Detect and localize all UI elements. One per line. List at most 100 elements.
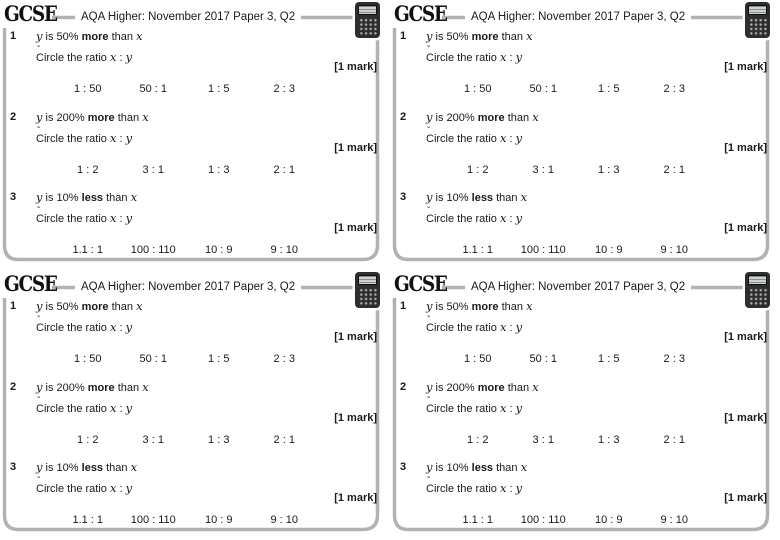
answer-option[interactable]: 3 : 1 bbox=[532, 434, 554, 446]
var-y: y bbox=[125, 211, 133, 225]
answer-option[interactable]: 9 : 10 bbox=[660, 244, 689, 256]
answer-option[interactable]: 100 : 110 bbox=[130, 514, 176, 526]
answer-option[interactable]: 2 : 3 bbox=[663, 353, 685, 365]
answer-option[interactable]: 100 : 110 bbox=[520, 244, 566, 256]
var-x: x bbox=[109, 401, 117, 415]
var-x: x bbox=[520, 190, 528, 204]
answer-option[interactable]: 2 : 3 bbox=[273, 83, 295, 95]
mark-label: [1 mark] bbox=[724, 492, 767, 504]
answer-option[interactable]: 1.1 : 1 bbox=[462, 244, 494, 256]
answer-options: 1.1 : 1 100 : 110 10 : 9 9 : 10 bbox=[445, 514, 707, 527]
answer-option[interactable]: 100 : 110 bbox=[520, 514, 566, 526]
paper-title: AQA Higher: November 2017 Paper 3, Q2 bbox=[469, 11, 688, 23]
answer-option[interactable]: 1 : 2 bbox=[77, 164, 99, 176]
calculator-icon bbox=[355, 272, 380, 308]
answer-option[interactable]: 1 : 50 bbox=[463, 83, 492, 95]
circle-instruction: Circle the ratio x : y bbox=[426, 481, 522, 496]
prompt-emphasis: more bbox=[471, 301, 499, 313]
prompt-text: is 200% bbox=[42, 112, 88, 124]
answer-option[interactable]: 9 : 10 bbox=[270, 244, 299, 256]
var-x: x bbox=[142, 380, 149, 394]
var-y: y bbox=[36, 299, 43, 313]
question-block-2: 2 y is 200% more than x - Circle the rat… bbox=[390, 380, 780, 461]
prompt-text: is 200% bbox=[432, 112, 478, 124]
answer-option[interactable]: 1 : 2 bbox=[467, 434, 489, 446]
question-prompt: y is 200% more than x bbox=[36, 110, 149, 125]
answer-option[interactable]: 9 : 10 bbox=[270, 514, 299, 526]
question-number: 1 bbox=[400, 30, 407, 42]
question-number: 3 bbox=[10, 461, 17, 473]
prompt-text: is 50% bbox=[42, 31, 82, 43]
answer-option[interactable]: 1 : 5 bbox=[208, 83, 230, 95]
prompt-text: is 50% bbox=[432, 301, 472, 313]
answer-option[interactable]: 1 : 2 bbox=[467, 164, 489, 176]
gcse-logo: GCSE bbox=[4, 1, 58, 26]
answer-option[interactable]: 2 : 3 bbox=[273, 353, 295, 365]
prompt-text: than bbox=[504, 112, 533, 124]
answer-option[interactable]: 1 : 3 bbox=[598, 164, 620, 176]
mark-label: [1 mark] bbox=[724, 142, 767, 154]
ratio-separator: : bbox=[506, 213, 516, 225]
answer-option[interactable]: 2 : 1 bbox=[663, 164, 685, 176]
var-y: y bbox=[36, 29, 43, 43]
answer-option[interactable]: 50 : 1 bbox=[139, 353, 168, 365]
prompt-emphasis: more bbox=[87, 382, 115, 394]
question-prompt: y is 50% more than x bbox=[426, 29, 533, 44]
answer-option[interactable]: 50 : 1 bbox=[529, 353, 558, 365]
var-y: y bbox=[125, 401, 133, 415]
dash-mark: - bbox=[427, 311, 431, 322]
question-number: 3 bbox=[10, 191, 17, 203]
circle-instruction: Circle the ratio x : y bbox=[426, 131, 523, 146]
var-x: x bbox=[532, 110, 539, 124]
circle-instruction: Circle the ratio x : y bbox=[36, 320, 132, 335]
mark-label: [1 mark] bbox=[724, 61, 767, 73]
answer-option[interactable]: 10 : 9 bbox=[594, 244, 623, 256]
question-prompt: y is 50% more than x bbox=[36, 299, 143, 314]
var-y: y bbox=[515, 320, 523, 334]
answer-option[interactable]: 1.1 : 1 bbox=[462, 514, 494, 526]
dash-mark: - bbox=[37, 472, 41, 483]
var-y: y bbox=[515, 131, 523, 145]
answer-option[interactable]: 1 : 50 bbox=[73, 83, 102, 95]
answer-option[interactable]: 1 : 5 bbox=[598, 353, 620, 365]
answer-option[interactable]: 1 : 3 bbox=[208, 164, 230, 176]
circle-instruction: Circle the ratio x : y bbox=[36, 211, 133, 226]
worksheet-panel: GCSE AQA Higher: November 2017 Paper 3, … bbox=[0, 270, 390, 540]
answer-option[interactable]: 9 : 10 bbox=[660, 514, 689, 526]
dash-mark: - bbox=[37, 122, 41, 133]
dash-mark: - bbox=[37, 202, 41, 213]
answer-option[interactable]: 50 : 1 bbox=[529, 83, 558, 95]
question-number: 2 bbox=[10, 111, 17, 123]
answer-option[interactable]: 2 : 1 bbox=[663, 434, 685, 446]
answer-option[interactable]: 10 : 9 bbox=[204, 244, 233, 256]
answer-option[interactable]: 1.1 : 1 bbox=[72, 514, 104, 526]
answer-option[interactable]: 2 : 1 bbox=[273, 164, 295, 176]
var-y: y bbox=[515, 50, 523, 64]
answer-option[interactable]: 1 : 2 bbox=[77, 434, 99, 446]
answer-option[interactable]: 3 : 1 bbox=[142, 164, 164, 176]
prompt-text: is 10% bbox=[432, 192, 472, 204]
answer-option[interactable]: 10 : 9 bbox=[594, 514, 623, 526]
prompt-emphasis: more bbox=[477, 382, 505, 394]
answer-option[interactable]: 1 : 50 bbox=[73, 353, 102, 365]
prompt-text: is 200% bbox=[432, 382, 478, 394]
answer-option[interactable]: 1 : 5 bbox=[598, 83, 620, 95]
circle-instruction: Circle the ratio x : y bbox=[36, 481, 132, 496]
answer-option[interactable]: 2 : 3 bbox=[663, 83, 685, 95]
var-x: x bbox=[526, 29, 533, 43]
answer-option[interactable]: 1 : 3 bbox=[598, 434, 620, 446]
answer-option[interactable]: 50 : 1 bbox=[139, 83, 168, 95]
answer-option[interactable]: 3 : 1 bbox=[142, 434, 164, 446]
answer-option[interactable]: 100 : 110 bbox=[130, 244, 176, 256]
answer-option[interactable]: 1.1 : 1 bbox=[72, 244, 104, 256]
answer-options: 1 : 50 50 : 1 1 : 5 2 : 3 bbox=[445, 353, 707, 366]
mark-label: [1 mark] bbox=[724, 331, 767, 343]
answer-option[interactable]: 2 : 1 bbox=[273, 434, 295, 446]
answer-option[interactable]: 1 : 50 bbox=[463, 353, 492, 365]
answer-option[interactable]: 1 : 5 bbox=[208, 353, 230, 365]
circle-text: Circle the ratio bbox=[36, 403, 110, 415]
answer-option[interactable]: 10 : 9 bbox=[204, 514, 233, 526]
answer-option[interactable]: 1 : 3 bbox=[208, 434, 230, 446]
var-x: x bbox=[109, 481, 117, 495]
answer-option[interactable]: 3 : 1 bbox=[532, 164, 554, 176]
